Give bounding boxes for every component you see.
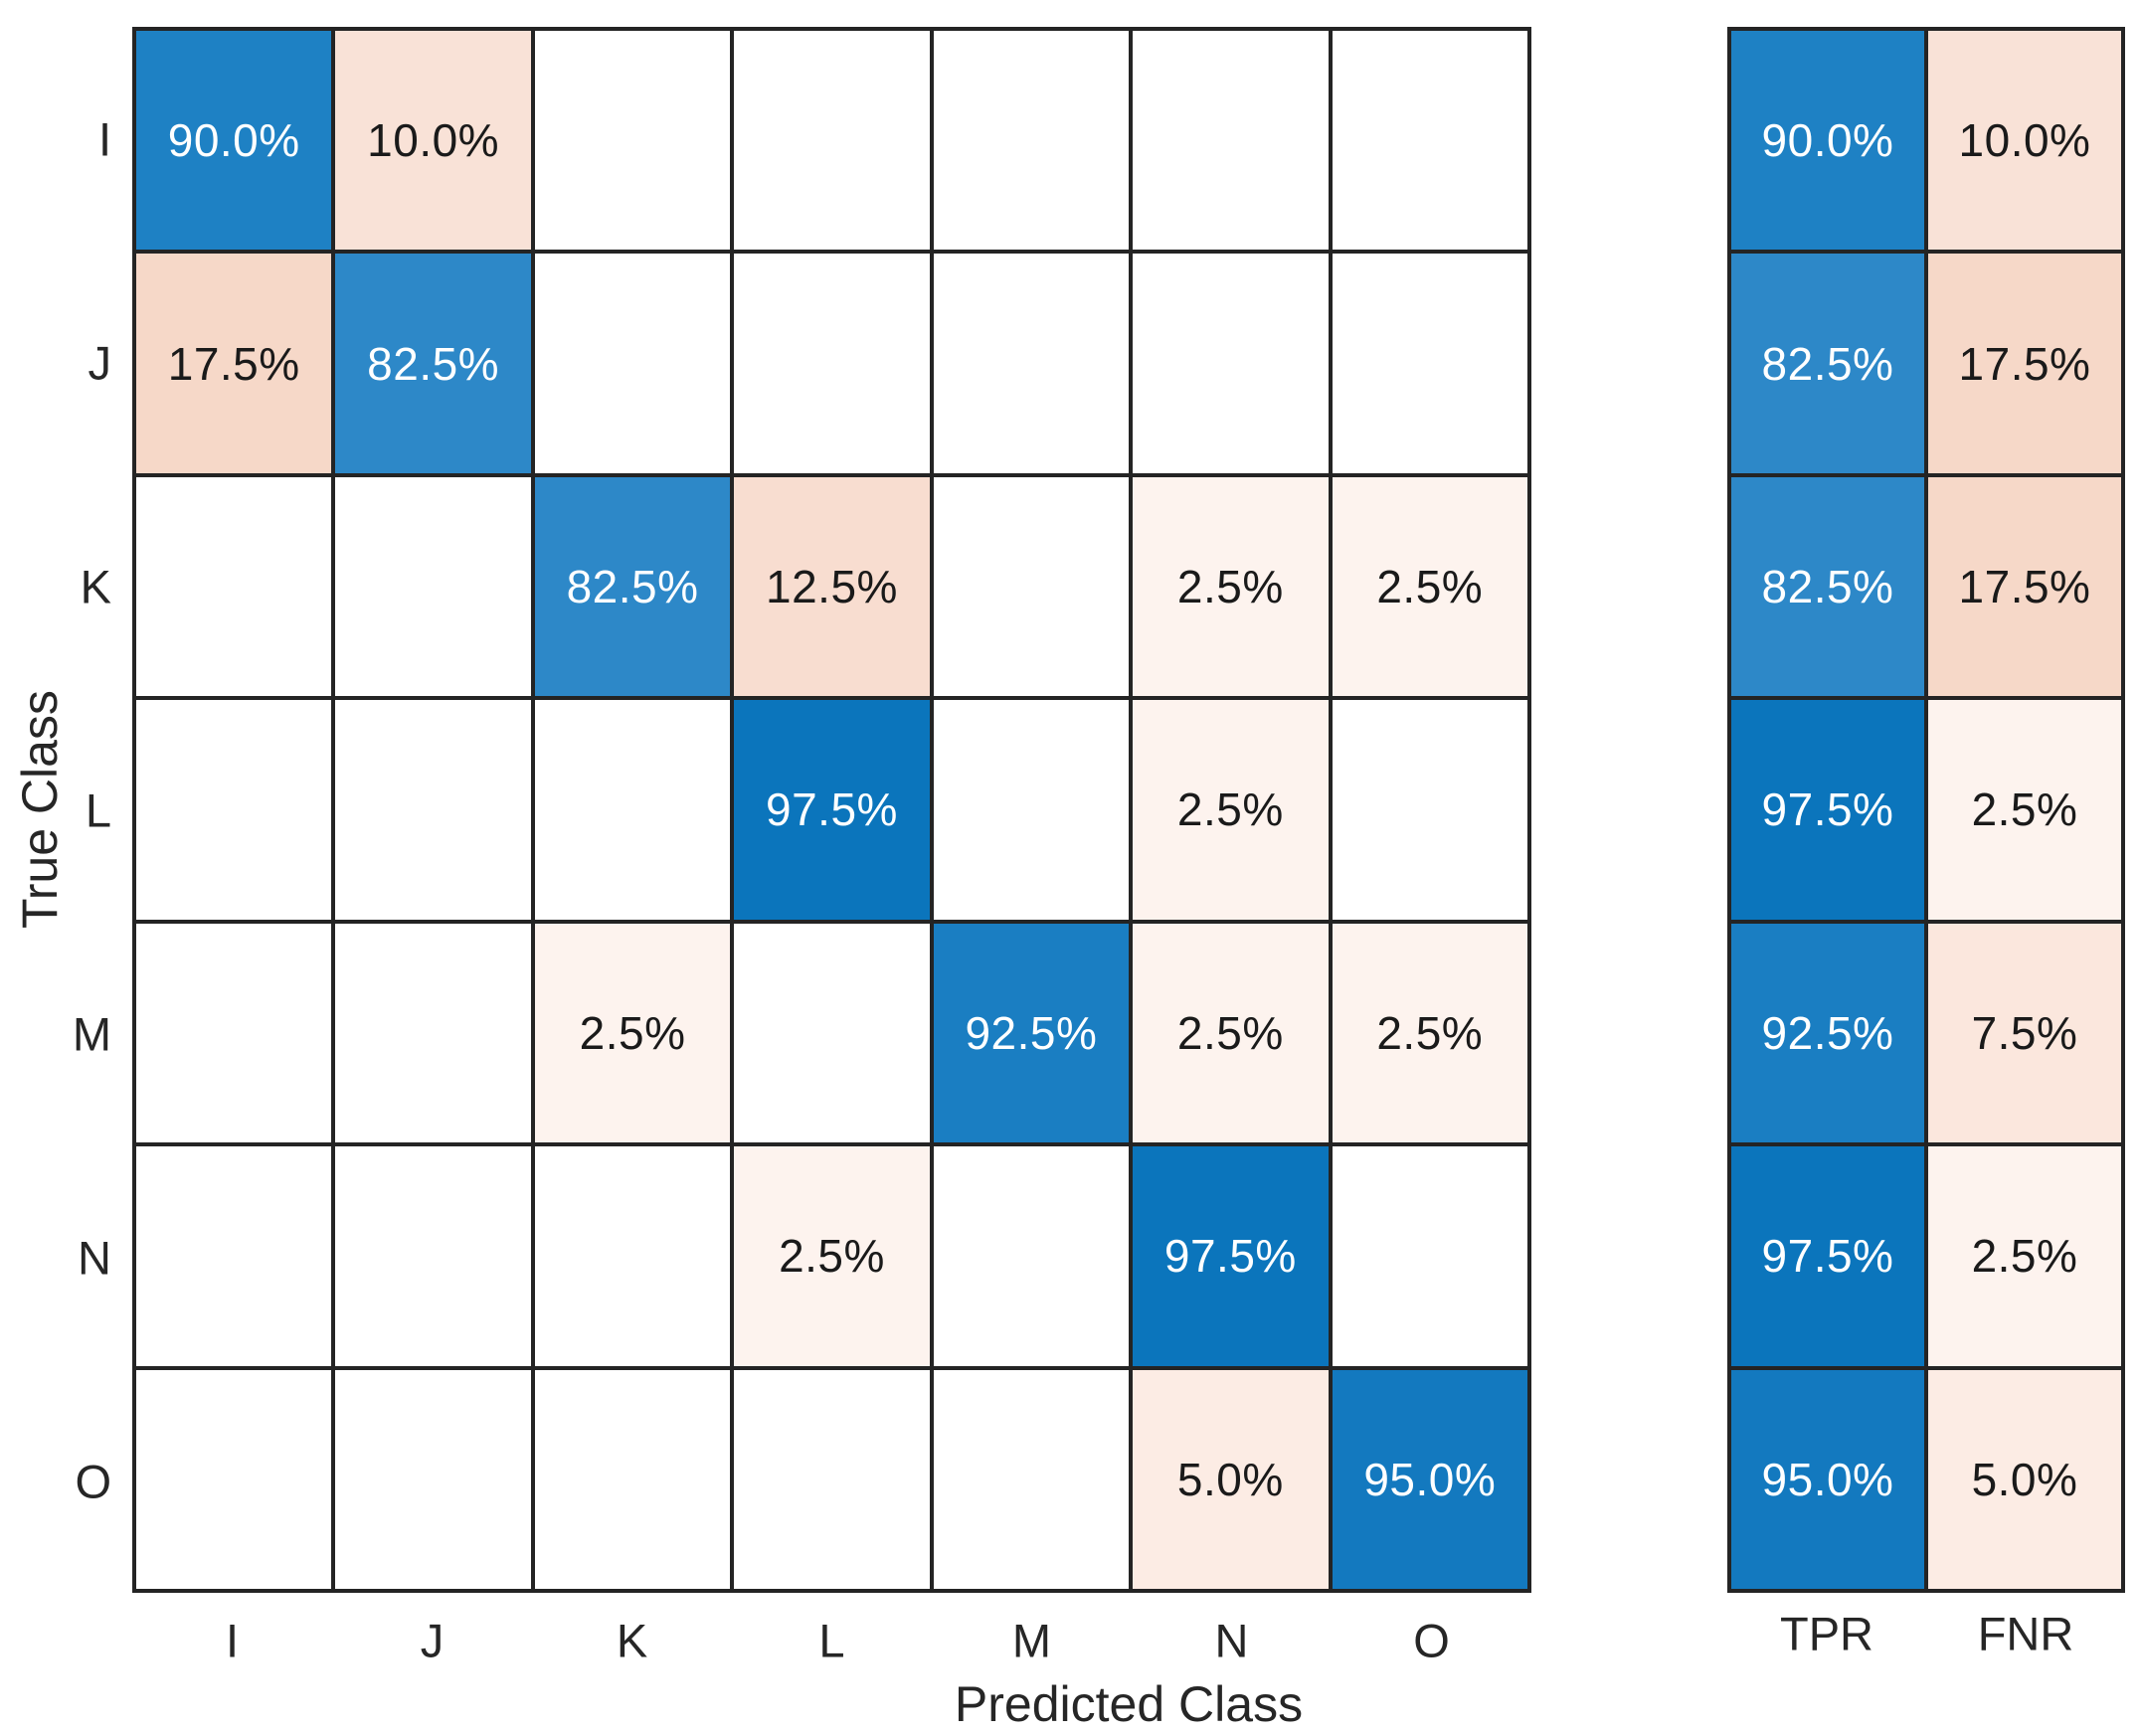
matrix-cell xyxy=(335,1146,531,1366)
matrix-cell: 95.0% xyxy=(1332,1369,1527,1589)
matrix-cell xyxy=(335,1369,531,1589)
summary-fnr-cell: 10.0% xyxy=(1928,31,2121,251)
x-axis-label: Predicted Class xyxy=(954,1676,1304,1732)
summary-fnr-cell: 5.0% xyxy=(1928,1369,2121,1589)
matrix-cell: 2.5% xyxy=(534,923,731,1143)
matrix-cell: 92.5% xyxy=(933,923,1130,1143)
matrix-cell xyxy=(1332,1146,1527,1366)
matrix-cell xyxy=(335,923,531,1143)
matrix-cell xyxy=(335,700,531,920)
row-tick-label: N xyxy=(78,1231,111,1284)
matrix-cell xyxy=(734,254,930,473)
matrix-cell: 5.0% xyxy=(1133,1369,1329,1589)
matrix-cell: 10.0% xyxy=(335,31,531,251)
summary-fnr-cell: 17.5% xyxy=(1928,254,2121,473)
summary-tpr-cell: 82.5% xyxy=(1731,476,1924,697)
matrix-cell xyxy=(933,700,1130,920)
summary-tpr-cell: 97.5% xyxy=(1731,1146,1924,1366)
summary-col-label: FNR xyxy=(1977,1607,2074,1660)
row-tick-label: O xyxy=(75,1455,111,1507)
col-tick-label: I xyxy=(225,1614,240,1667)
summary-fnr-cell: 2.5% xyxy=(1928,1146,2121,1366)
matrix-cell: 2.5% xyxy=(734,1146,930,1366)
matrix-cell: 12.5% xyxy=(734,476,930,697)
matrix-cell xyxy=(136,1146,332,1366)
matrix-cell xyxy=(534,254,731,473)
matrix-cell xyxy=(335,476,531,697)
row-tick-label: I xyxy=(97,112,111,165)
matrix-cell xyxy=(136,923,332,1143)
summary-fnr-cell: 7.5% xyxy=(1928,923,2121,1143)
col-tick-label: K xyxy=(616,1614,648,1667)
matrix-cell: 97.5% xyxy=(1133,1146,1329,1366)
summary-fnr-cell: 2.5% xyxy=(1928,700,2121,920)
matrix-cell: 82.5% xyxy=(534,476,731,697)
matrix-cell xyxy=(933,254,1130,473)
y-axis-label: True Class xyxy=(12,690,68,929)
matrix-cell xyxy=(534,1369,731,1589)
matrix-cell: 2.5% xyxy=(1133,923,1329,1143)
matrix-cell: 82.5% xyxy=(335,254,531,473)
summary-tpr-cell: 82.5% xyxy=(1731,254,1924,473)
row-tick-label: M xyxy=(72,1007,111,1060)
col-tick-label: J xyxy=(420,1614,445,1667)
matrix-cell xyxy=(933,31,1130,251)
summary-tpr-cell: 97.5% xyxy=(1731,700,1924,920)
summary-fnr-cell: 17.5% xyxy=(1928,476,2121,697)
matrix-cell xyxy=(734,31,930,251)
matrix-cell xyxy=(734,923,930,1143)
summary-grid: 90.0% 10.0% 82.5% 17.5% 82.5% 17.5% 97.5% 2.5% 9… xyxy=(1727,27,2125,1593)
matrix-cell xyxy=(534,31,731,251)
matrix-cell xyxy=(136,1369,332,1589)
row-tick-label: L xyxy=(85,783,111,836)
summary-col-label: TPR xyxy=(1780,1607,1873,1660)
col-tick-label: L xyxy=(818,1614,845,1667)
col-tick-label: N xyxy=(1214,1614,1249,1667)
row-tick-label: J xyxy=(88,336,112,389)
matrix-cell: 2.5% xyxy=(1332,476,1527,697)
summary-tpr-cell: 90.0% xyxy=(1731,31,1924,251)
summary-tpr-cell: 95.0% xyxy=(1731,1369,1924,1589)
col-tick-label: O xyxy=(1413,1614,1450,1667)
row-tick-label: K xyxy=(80,560,111,612)
confusion-matrix-grid: 90.0% 10.0% 17.5% 82.5% 82.5% 12.5% 2.5% 2.5% 97… xyxy=(132,27,1531,1593)
matrix-cell xyxy=(534,1146,731,1366)
matrix-cell xyxy=(933,1146,1130,1366)
matrix-cell xyxy=(1332,254,1527,473)
matrix-cell: 97.5% xyxy=(734,700,930,920)
matrix-cell xyxy=(1332,700,1527,920)
matrix-cell: 2.5% xyxy=(1133,476,1329,697)
col-tick-label: M xyxy=(1011,1614,1052,1667)
matrix-cell xyxy=(1332,31,1527,251)
matrix-cell xyxy=(933,476,1130,697)
matrix-cell xyxy=(1133,254,1329,473)
matrix-cell: 17.5% xyxy=(136,254,332,473)
matrix-cell: 90.0% xyxy=(136,31,332,251)
summary-tpr-cell: 92.5% xyxy=(1731,923,1924,1143)
matrix-cell xyxy=(136,700,332,920)
matrix-cell: 2.5% xyxy=(1133,700,1329,920)
matrix-cell xyxy=(1133,31,1329,251)
matrix-cell: 2.5% xyxy=(1332,923,1527,1143)
matrix-cell xyxy=(136,476,332,697)
matrix-cell xyxy=(534,700,731,920)
matrix-cell xyxy=(933,1369,1130,1589)
matrix-cell xyxy=(734,1369,930,1589)
